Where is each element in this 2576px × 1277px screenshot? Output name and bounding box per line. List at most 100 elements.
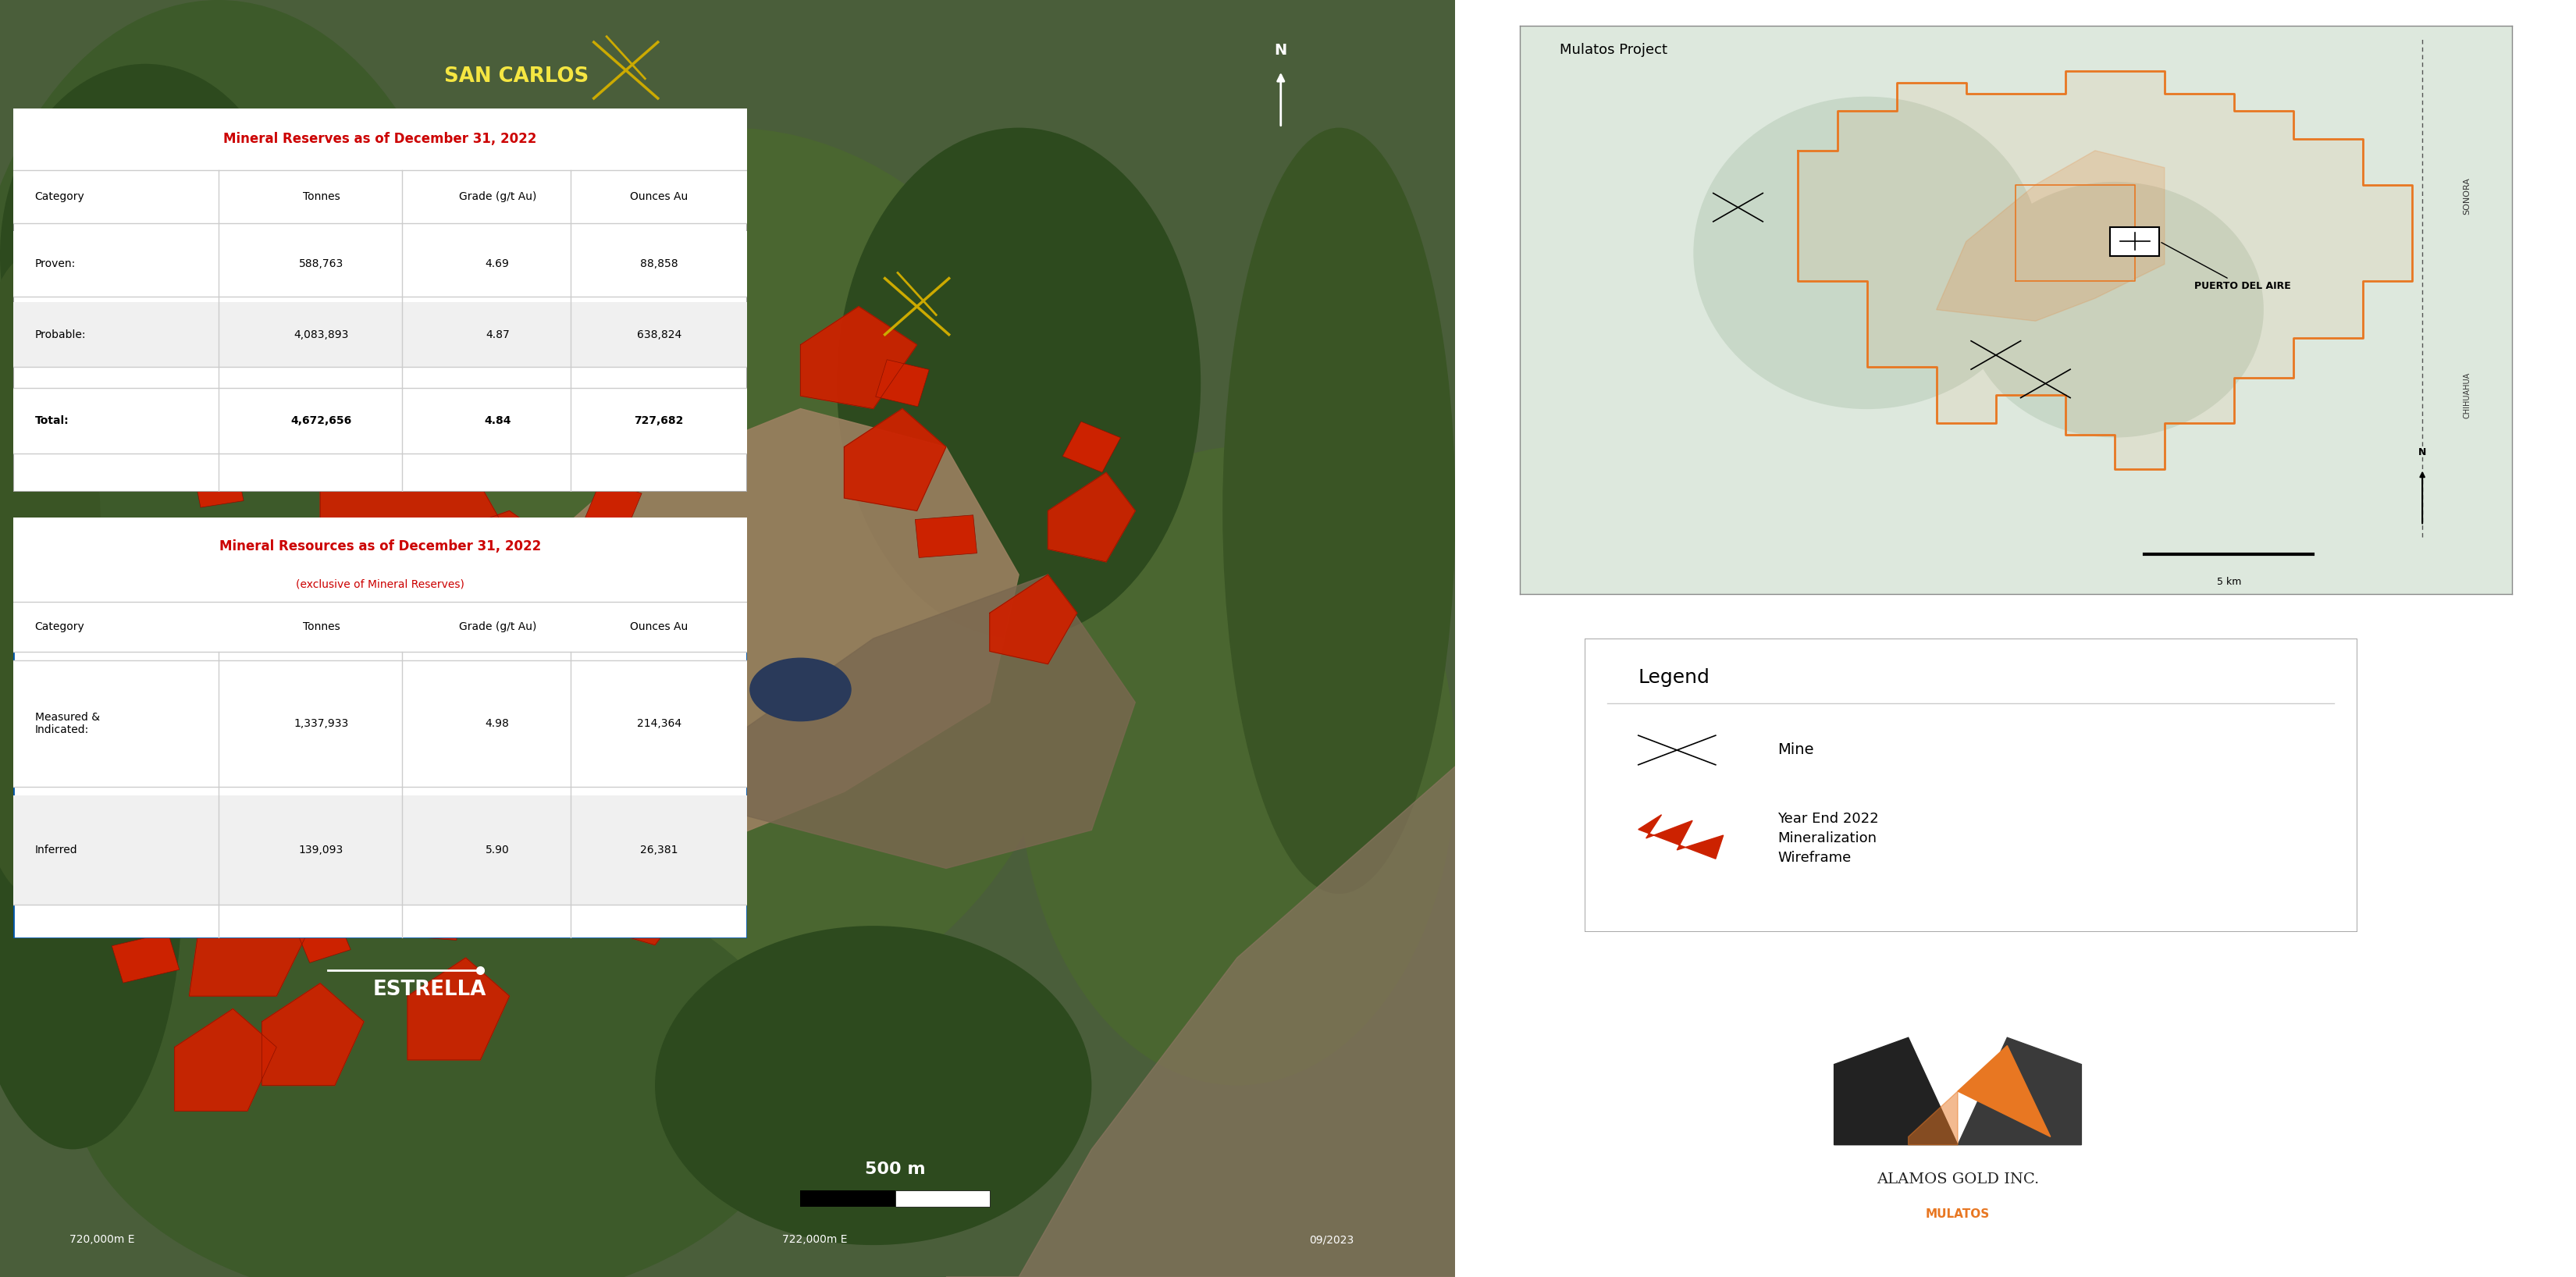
Ellipse shape [1224, 128, 1455, 894]
Text: Inferred: Inferred [36, 844, 77, 856]
Text: ALAMOS GOLD INC.: ALAMOS GOLD INC. [1875, 1172, 2040, 1186]
Polygon shape [611, 868, 685, 945]
FancyBboxPatch shape [1061, 421, 1121, 472]
Polygon shape [582, 677, 654, 753]
Text: MULATOS: MULATOS [70, 775, 178, 796]
Polygon shape [188, 856, 319, 996]
Text: Grade (g/t Au): Grade (g/t Au) [459, 622, 536, 632]
Text: 139,093: 139,093 [299, 844, 343, 856]
Ellipse shape [1965, 181, 2264, 438]
Text: Ounces Au: Ounces Au [631, 192, 688, 202]
Polygon shape [175, 1009, 276, 1111]
Polygon shape [1834, 1037, 1958, 1144]
Text: Ounces Au: Ounces Au [631, 622, 688, 632]
Text: 4.69: 4.69 [484, 258, 510, 269]
Bar [2110, 227, 2159, 255]
Text: 500 m: 500 m [866, 1162, 925, 1177]
Ellipse shape [1692, 97, 2040, 409]
Text: MULATOS: MULATOS [1927, 1209, 1989, 1221]
Text: Tonnes: Tonnes [301, 622, 340, 632]
Text: 88,858: 88,858 [639, 258, 677, 269]
Bar [13, 231, 747, 296]
Ellipse shape [0, 638, 183, 1149]
Text: PUERTO DEL AIRE: PUERTO DEL AIRE [2161, 243, 2290, 291]
Text: SAN CARLOS: SAN CARLOS [446, 66, 590, 87]
Polygon shape [1958, 1046, 2050, 1137]
FancyBboxPatch shape [144, 741, 204, 792]
Ellipse shape [0, 255, 103, 894]
Polygon shape [945, 766, 1455, 1277]
Bar [801, 1190, 894, 1207]
Ellipse shape [72, 862, 801, 1277]
Text: GAP: GAP [268, 520, 314, 540]
Text: 5 km: 5 km [2218, 577, 2241, 587]
Polygon shape [1638, 815, 1723, 859]
Ellipse shape [750, 658, 853, 722]
Ellipse shape [1018, 447, 1455, 1085]
Polygon shape [1798, 72, 2411, 469]
Text: Category: Category [36, 622, 85, 632]
Polygon shape [435, 511, 582, 638]
Ellipse shape [0, 64, 291, 447]
FancyBboxPatch shape [193, 464, 245, 507]
Text: 4,672,656: 4,672,656 [291, 415, 353, 427]
Text: 4.84: 4.84 [484, 415, 510, 427]
Polygon shape [554, 766, 626, 843]
Text: SONORA: SONORA [2463, 178, 2470, 215]
Text: 720,000m E: 720,000m E [70, 1234, 134, 1245]
Text: Legend: Legend [1638, 668, 1710, 687]
FancyBboxPatch shape [90, 847, 142, 890]
Polygon shape [350, 536, 510, 690]
Polygon shape [845, 409, 945, 511]
Bar [13, 517, 747, 601]
Bar [13, 601, 747, 653]
Polygon shape [319, 741, 466, 894]
Text: Category: Category [36, 192, 85, 202]
Text: VICTOR: VICTOR [649, 296, 734, 317]
Text: 638,824: 638,824 [636, 329, 680, 340]
Polygon shape [1048, 472, 1136, 562]
Bar [13, 170, 747, 223]
Text: VICTOR: VICTOR [183, 296, 268, 317]
Text: (exclusive of Mineral Reserves): (exclusive of Mineral Reserves) [296, 580, 464, 590]
Text: Tonnes: Tonnes [301, 192, 340, 202]
Polygon shape [1937, 151, 2164, 321]
Text: Probable:: Probable: [36, 329, 85, 340]
FancyBboxPatch shape [289, 902, 350, 963]
FancyBboxPatch shape [876, 360, 930, 406]
Polygon shape [801, 306, 917, 409]
FancyBboxPatch shape [670, 587, 726, 638]
Bar [13, 303, 747, 368]
Text: N: N [2419, 447, 2427, 457]
Bar [13, 388, 747, 453]
Bar [13, 109, 747, 170]
Bar [13, 796, 747, 905]
FancyBboxPatch shape [258, 360, 325, 406]
Text: 5.90: 5.90 [484, 844, 510, 856]
Polygon shape [654, 575, 1136, 868]
Text: 214,364: 214,364 [636, 718, 680, 729]
Text: Mulatos Project: Mulatos Project [1558, 42, 1667, 56]
Text: N: N [1275, 42, 1288, 57]
FancyBboxPatch shape [914, 515, 976, 558]
Polygon shape [989, 575, 1077, 664]
Polygon shape [219, 792, 350, 919]
Bar [894, 1190, 989, 1207]
Text: Measured &
Indicated:: Measured & Indicated: [36, 711, 100, 736]
Polygon shape [1909, 1091, 1958, 1144]
Text: 4,083,893: 4,083,893 [294, 329, 348, 340]
Polygon shape [407, 958, 510, 1060]
Text: 3,171,000m N: 3,171,000m N [31, 821, 41, 890]
Bar [13, 660, 747, 787]
Text: 4.87: 4.87 [484, 329, 510, 340]
Text: Year End 2022
Mineralization
Wireframe: Year End 2022 Mineralization Wireframe [1777, 812, 1878, 865]
Text: 1,337,933: 1,337,933 [294, 718, 348, 729]
Text: 722,000m E: 722,000m E [783, 1234, 848, 1245]
Polygon shape [263, 983, 363, 1085]
Polygon shape [407, 409, 1018, 868]
Text: Proven:: Proven: [36, 258, 75, 269]
Text: 588,763: 588,763 [299, 258, 343, 269]
Text: 09/2023: 09/2023 [1309, 1234, 1352, 1245]
Polygon shape [319, 434, 510, 613]
Text: Mineral Reserves as of December 31, 2022: Mineral Reserves as of December 31, 2022 [224, 132, 536, 147]
